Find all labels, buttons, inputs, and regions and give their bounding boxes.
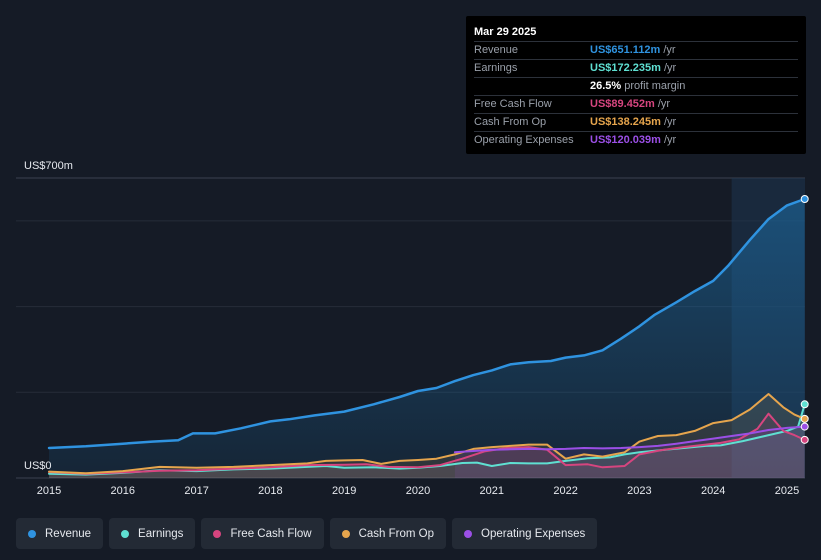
legend-dot-icon xyxy=(121,529,130,538)
series-line-free-cash-flow xyxy=(48,412,806,475)
series-line-revenue xyxy=(47,197,806,450)
x-tick-label: 2023 xyxy=(627,485,652,497)
series-end-point-earnings xyxy=(800,400,809,409)
legend-label: Revenue xyxy=(45,527,92,540)
tooltip-unit: /yr xyxy=(663,62,677,74)
tooltip-label: Earnings xyxy=(474,62,518,74)
tooltip-unit: /yr xyxy=(663,44,676,56)
legend-dot-icon xyxy=(213,529,222,538)
legend-label: Cash From Op xyxy=(358,527,435,540)
x-tick-label: 2021 xyxy=(479,485,505,497)
x-tick-label: 2025 xyxy=(774,485,800,497)
tooltip-value: US$651.112m xyxy=(590,44,661,56)
series-line-earnings xyxy=(48,403,806,476)
tooltip-label: Revenue xyxy=(474,44,519,56)
series-end-point-cash-from-op xyxy=(800,414,809,423)
legend-item-earnings[interactable]: Earnings xyxy=(109,518,196,549)
data-tooltip: Mar 29 2025 Revenue US$651.112m /yr Earn… xyxy=(466,16,806,154)
series-area-free-cash-flow xyxy=(49,413,805,478)
y-axis-min-label: US$0 xyxy=(24,460,52,472)
tooltip-value: US$89.452m xyxy=(590,98,655,110)
x-tick-label: 2018 xyxy=(258,485,283,497)
tooltip-row-cash-from-op: Cash From Op US$138.245m /yr xyxy=(474,113,798,131)
tooltip-value: US$138.245m xyxy=(590,116,661,128)
tooltip-unit: /yr xyxy=(657,98,671,110)
tooltip-value: US$172.235m xyxy=(590,62,661,74)
tooltip-unit: /yr xyxy=(663,116,677,128)
x-tick-label: 2020 xyxy=(405,485,431,497)
series-line-cash-from-op xyxy=(48,393,806,475)
tooltip-row-profit-margin: 26.5% profit margin xyxy=(474,77,798,95)
legend-item-operating-expenses[interactable]: Operating Expenses xyxy=(452,518,598,549)
tooltip-row-earnings: Earnings US$172.235m /yr xyxy=(474,59,798,77)
legend-label: Free Cash Flow xyxy=(230,527,312,540)
series-end-point-free-cash-flow xyxy=(800,435,809,444)
x-tick-label: 2016 xyxy=(110,485,136,497)
tooltip-unit: profit margin xyxy=(624,80,686,92)
legend-dot-icon xyxy=(341,529,350,538)
legend-item-free-cash-flow[interactable]: Free Cash Flow xyxy=(201,518,324,549)
tooltip-row-revenue: Revenue US$651.112m /yr xyxy=(474,41,798,59)
legend-dot-icon xyxy=(464,529,473,538)
x-tick-label: 2024 xyxy=(700,485,726,497)
series-end-point-operating-expenses xyxy=(800,422,809,431)
series-line-operating-expenses xyxy=(453,425,806,454)
tooltip-label: Free Cash Flow xyxy=(474,98,552,110)
tooltip-label: Cash From Op xyxy=(474,116,547,128)
x-tick-label: 2017 xyxy=(184,485,209,497)
series-area-operating-expenses xyxy=(454,426,805,478)
legend-dot-icon xyxy=(28,529,36,538)
x-tick-label: 2022 xyxy=(553,485,578,497)
legend-label: Operating Expenses xyxy=(481,527,586,540)
series-end-point-revenue xyxy=(800,195,809,203)
x-tick-label: 2015 xyxy=(36,485,62,497)
y-axis-max-label: US$700m xyxy=(24,160,73,172)
tooltip-value: 26.5% xyxy=(590,80,622,92)
series-area-revenue xyxy=(49,199,805,478)
tooltip-value: US$120.039m xyxy=(590,134,661,146)
chart-legend: Revenue Earnings Free Cash Flow Cash Fro… xyxy=(16,518,598,549)
series-area-earnings xyxy=(49,404,805,478)
tooltip-date: Mar 29 2025 xyxy=(474,26,537,38)
legend-label: Earnings xyxy=(138,527,184,540)
legend-item-cash-from-op[interactable]: Cash From Op xyxy=(329,518,447,549)
legend-item-revenue[interactable]: Revenue xyxy=(16,518,104,549)
x-tick-label: 2019 xyxy=(331,485,357,497)
tooltip-row-free-cash-flow: Free Cash Flow US$89.452m /yr xyxy=(474,95,798,113)
tooltip-unit: /yr xyxy=(663,134,677,146)
tooltip-label: Operating Expenses xyxy=(474,134,574,146)
tooltip-row-operating-expenses: Operating Expenses US$120.039m /yr xyxy=(474,131,798,149)
